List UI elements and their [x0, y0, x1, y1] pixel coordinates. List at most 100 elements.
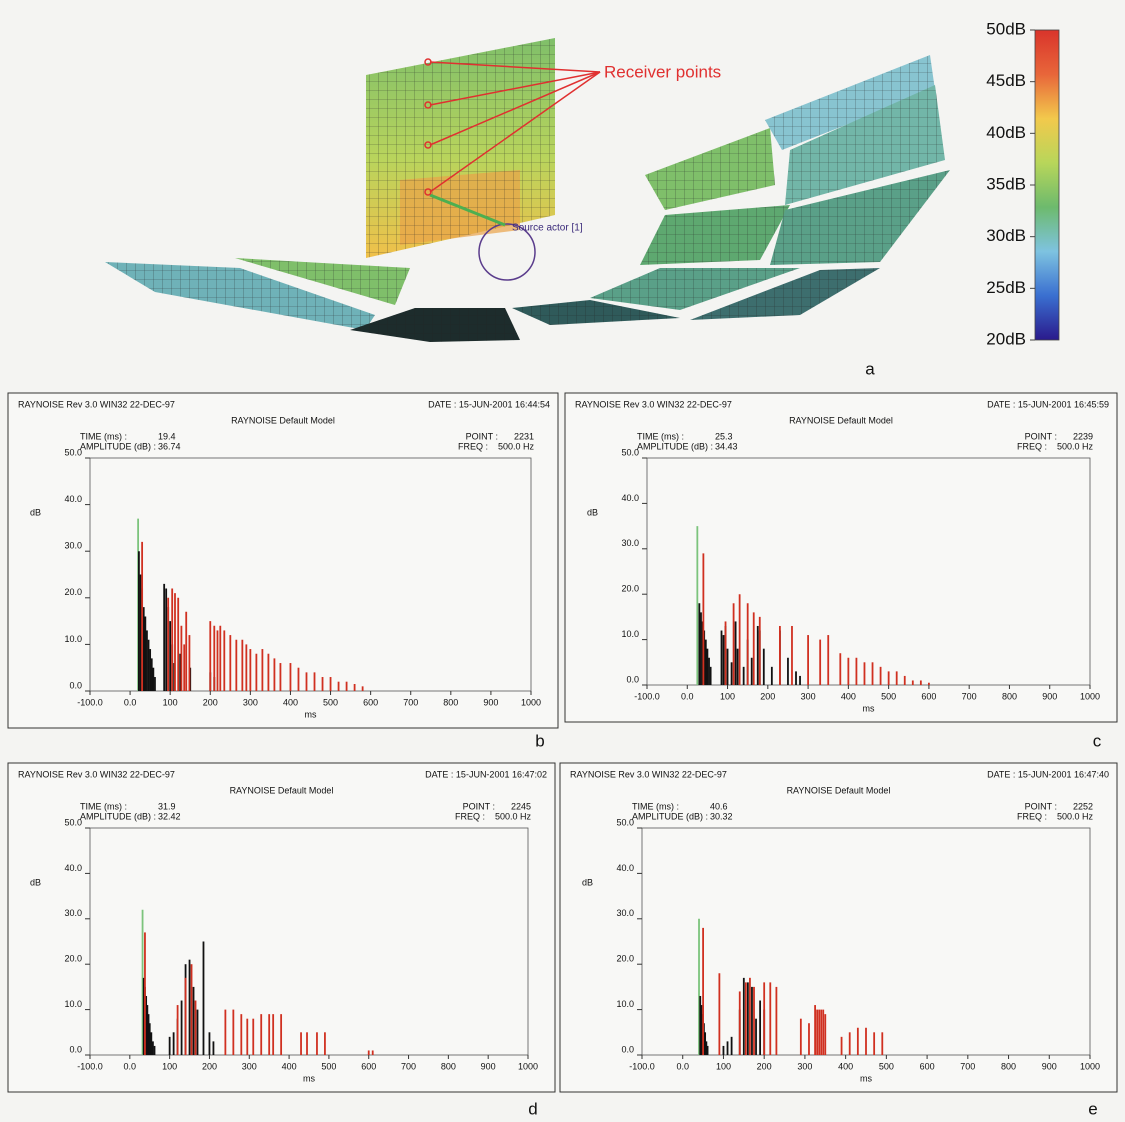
- colorbar-label: 45dB: [986, 71, 1026, 90]
- x-tick-label: 700: [401, 1061, 416, 1071]
- y-tick-label: 40.0: [621, 493, 639, 503]
- x-tick-label: 300: [801, 691, 816, 701]
- x-tick-label: 700: [960, 1061, 975, 1071]
- header-text: AMPLITUDE (dB) :: [637, 441, 713, 451]
- y-axis-label: dB: [30, 507, 41, 517]
- y-tick-label: 0.0: [69, 680, 82, 690]
- header-text: 25.3: [715, 431, 733, 441]
- x-tick-label: 500: [323, 697, 338, 707]
- panel-label: e: [1088, 1099, 1097, 1118]
- y-tick-label: 0.0: [626, 674, 639, 684]
- header-text: 30.32: [710, 811, 733, 821]
- x-tick-label: 800: [1001, 1061, 1016, 1071]
- x-tick-label: 900: [481, 1061, 496, 1071]
- chart-frame: [7, 392, 559, 729]
- header-text: 2239: [1073, 431, 1093, 441]
- header-text: RAYNOISE Rev 3.0 WIN32 22-DEC-97: [575, 399, 732, 409]
- header-text: RAYNOISE Rev 3.0 WIN32 22-DEC-97: [18, 399, 175, 409]
- header-text: AMPLITUDE (dB) :: [632, 811, 708, 821]
- header-text: POINT :: [463, 801, 495, 811]
- x-tick-label: 0.0: [124, 1061, 137, 1071]
- y-tick-label: 10.0: [616, 999, 634, 1009]
- y-tick-label: 30.0: [621, 538, 639, 548]
- x-tick-label: 400: [841, 691, 856, 701]
- header-text: TIME (ms) :: [80, 801, 127, 811]
- x-tick-label: 600: [363, 697, 378, 707]
- colorbar-label: 20dB: [986, 329, 1026, 348]
- x-axis-label: ms: [305, 709, 317, 719]
- header-text: RAYNOISE Rev 3.0 WIN32 22-DEC-97: [570, 769, 727, 779]
- y-tick-label: 30.0: [616, 908, 634, 918]
- x-tick-label: 0.0: [124, 697, 137, 707]
- x-axis-label: ms: [303, 1073, 315, 1083]
- y-axis-label: dB: [587, 507, 598, 517]
- header-text: 500.0 Hz: [1057, 441, 1094, 451]
- y-tick-label: 0.0: [621, 1044, 634, 1054]
- echogram: RAYNOISE Rev 3.0 WIN32 22-DEC-97 DATE : 1…: [7, 392, 559, 729]
- y-axis-label: dB: [30, 877, 41, 887]
- header-text: 36.74: [158, 441, 181, 451]
- y-tick-label: 20.0: [64, 587, 82, 597]
- header-text: RAYNOISE Default Model: [230, 785, 334, 795]
- x-tick-label: 1000: [1080, 1061, 1100, 1071]
- colorbar-label: 35dB: [986, 174, 1026, 193]
- x-tick-label: 0.0: [676, 1061, 689, 1071]
- plot-area: [89, 457, 532, 692]
- y-tick-label: 30.0: [64, 908, 82, 918]
- panel-label: a: [865, 359, 875, 378]
- x-tick-label: 800: [1002, 691, 1017, 701]
- y-tick-label: 0.0: [69, 1044, 82, 1054]
- plot-area: [89, 827, 529, 1056]
- x-axis-label: ms: [860, 1073, 872, 1083]
- x-tick-label: 200: [757, 1061, 772, 1071]
- x-tick-label: 400: [282, 1061, 297, 1071]
- x-tick-label: 1000: [521, 697, 541, 707]
- annotation: Receiver points: [604, 62, 721, 81]
- panel-label: b: [535, 731, 544, 750]
- echogram: RAYNOISE Rev 3.0 WIN32 22-DEC-97 DATE : 1…: [564, 392, 1118, 723]
- header-text: DATE : 15-JUN-2001 16:47:02: [425, 769, 547, 779]
- y-axis-label: dB: [582, 877, 593, 887]
- x-tick-label: 300: [242, 1061, 257, 1071]
- colorbar-label: 25dB: [986, 278, 1026, 297]
- x-tick-label: 200: [760, 691, 775, 701]
- echogram: RAYNOISE Rev 3.0 WIN32 22-DEC-97 DATE : 1…: [7, 762, 556, 1093]
- y-tick-label: 20.0: [64, 954, 82, 964]
- header-text: 2245: [511, 801, 531, 811]
- x-tick-label: 700: [962, 691, 977, 701]
- header-text: FREQ :: [455, 811, 485, 821]
- header-text: TIME (ms) :: [80, 431, 127, 441]
- header-text: FREQ :: [1017, 811, 1047, 821]
- y-tick-label: 50.0: [64, 447, 82, 457]
- header-text: AMPLITUDE (dB) :: [80, 441, 156, 451]
- y-tick-label: 50.0: [64, 817, 82, 827]
- x-tick-label: -100.0: [77, 697, 103, 707]
- header-text: RAYNOISE Default Model: [787, 785, 891, 795]
- x-tick-label: 100: [163, 697, 178, 707]
- x-tick-label: 100: [716, 1061, 731, 1071]
- header-text: FREQ :: [1017, 441, 1047, 451]
- x-tick-label: 400: [283, 697, 298, 707]
- header-text: 40.6: [710, 801, 728, 811]
- header-text: POINT :: [1025, 801, 1057, 811]
- y-tick-label: 10.0: [64, 634, 82, 644]
- y-tick-label: 40.0: [616, 863, 634, 873]
- header-text: 500.0 Hz: [498, 441, 535, 451]
- panel-label: c: [1093, 731, 1102, 750]
- y-tick-label: 50.0: [621, 447, 639, 457]
- x-tick-label: 500: [879, 1061, 894, 1071]
- header-text: FREQ :: [458, 441, 488, 451]
- header-text: POINT :: [1025, 431, 1057, 441]
- x-tick-label: 900: [483, 697, 498, 707]
- header-text: RAYNOISE Default Model: [231, 415, 335, 425]
- x-tick-label: 300: [797, 1061, 812, 1071]
- x-tick-label: 600: [361, 1061, 376, 1071]
- charts: RAYNOISE Rev 3.0 WIN32 22-DEC-97 DATE : 1…: [7, 392, 1118, 1118]
- x-tick-label: 1000: [1080, 691, 1100, 701]
- x-tick-label: 1000: [518, 1061, 538, 1071]
- header-text: 31.9: [158, 801, 176, 811]
- chart-frame: [559, 762, 1118, 1093]
- mesh-model: [105, 38, 950, 342]
- y-tick-label: 10.0: [621, 629, 639, 639]
